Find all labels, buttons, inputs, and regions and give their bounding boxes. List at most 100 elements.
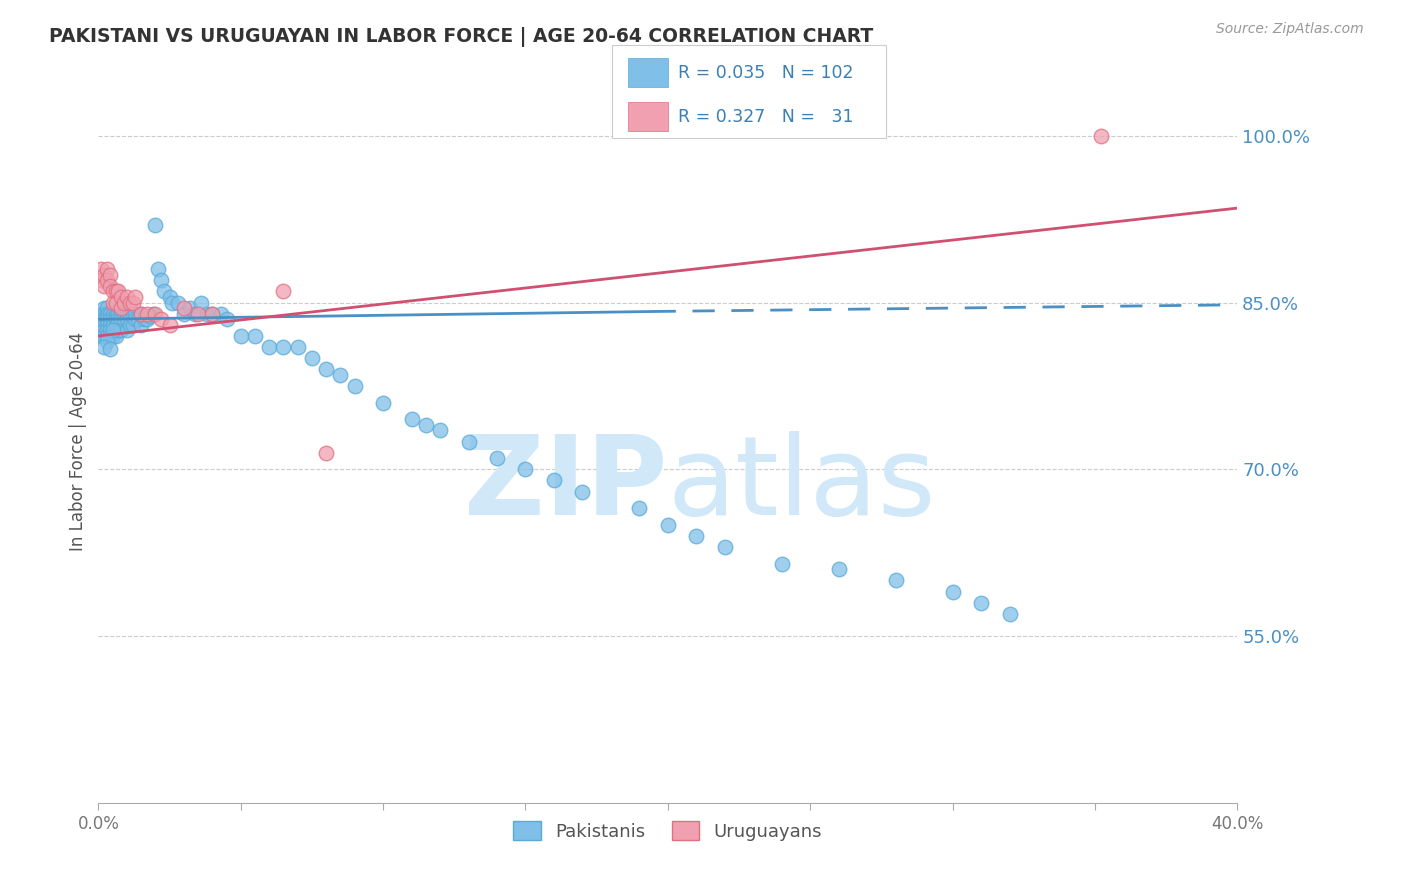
Point: [90, 329, 112, 343]
Point: [486, 451, 509, 466]
Point: [301, 351, 323, 366]
Point: [107, 307, 129, 321]
Text: Source: ZipAtlas.com: Source: ZipAtlas.com: [1216, 22, 1364, 37]
Point: [770, 557, 793, 571]
Point: [101, 295, 124, 310]
Point: [98, 312, 121, 326]
Point: [124, 312, 146, 326]
Y-axis label: In Labor Force | Age 20-64: In Labor Force | Age 20-64: [69, 332, 87, 551]
Point: [571, 484, 593, 499]
Point: [201, 307, 224, 321]
Point: [515, 462, 537, 476]
Point: [93, 318, 115, 332]
Point: [135, 307, 157, 321]
Point: [970, 596, 993, 610]
Point: [112, 307, 135, 321]
Point: [93, 340, 115, 354]
Point: [273, 340, 295, 354]
Point: [243, 329, 266, 343]
Point: [118, 295, 141, 310]
Point: [98, 323, 121, 337]
Point: [112, 295, 135, 310]
Point: [93, 301, 115, 315]
Point: [343, 379, 366, 393]
Point: [942, 584, 965, 599]
Point: [101, 329, 124, 343]
Point: [287, 340, 309, 354]
Point: [112, 312, 135, 326]
Point: [215, 312, 238, 326]
Point: [101, 307, 124, 321]
Point: [98, 329, 121, 343]
Point: [90, 273, 112, 287]
Point: [93, 312, 115, 326]
Point: [101, 323, 124, 337]
Point: [150, 312, 173, 326]
Point: [273, 285, 295, 299]
Point: [127, 312, 149, 326]
Point: [96, 329, 118, 343]
Point: [107, 312, 129, 326]
Point: [115, 323, 138, 337]
Point: [101, 312, 124, 326]
Point: [115, 307, 138, 321]
Point: [90, 312, 112, 326]
Legend: Pakistanis, Uruguayans: Pakistanis, Uruguayans: [506, 814, 830, 848]
Point: [90, 323, 112, 337]
Point: [96, 307, 118, 321]
Point: [101, 285, 124, 299]
Point: [104, 285, 127, 299]
Point: [118, 318, 141, 332]
Point: [141, 307, 163, 321]
Point: [429, 424, 451, 438]
Point: [104, 295, 127, 310]
Point: [415, 417, 437, 432]
Point: [96, 323, 118, 337]
Point: [110, 323, 132, 337]
Point: [110, 307, 132, 321]
Point: [98, 307, 121, 321]
Point: [121, 295, 143, 310]
Point: [828, 562, 851, 576]
Point: [98, 343, 121, 357]
Point: [184, 307, 207, 321]
Point: [110, 312, 132, 326]
Point: [101, 318, 124, 332]
Point: [90, 318, 112, 332]
Point: [167, 295, 190, 310]
Point: [96, 318, 118, 332]
Point: [96, 312, 118, 326]
Point: [104, 307, 127, 321]
Point: [93, 329, 115, 343]
Point: [457, 434, 479, 449]
Point: [98, 318, 121, 332]
Point: [209, 307, 232, 321]
Point: [104, 312, 127, 326]
Point: [132, 312, 155, 326]
Point: [145, 307, 167, 321]
Point: [93, 323, 115, 337]
Point: [884, 574, 907, 588]
Point: [118, 307, 141, 321]
Point: [201, 307, 224, 321]
Point: [315, 445, 337, 459]
Point: [685, 529, 707, 543]
Point: [173, 301, 195, 315]
Point: [159, 290, 181, 304]
Point: [129, 307, 152, 321]
Point: [124, 290, 146, 304]
Point: [110, 301, 132, 315]
Point: [145, 218, 167, 232]
Point: [259, 340, 281, 354]
Point: [93, 279, 115, 293]
Point: [121, 318, 143, 332]
Point: [159, 318, 181, 332]
Text: ZIP: ZIP: [464, 432, 668, 539]
Point: [543, 474, 565, 488]
Point: [195, 307, 218, 321]
Point: [1090, 128, 1112, 143]
Point: [179, 301, 201, 315]
Point: [187, 307, 209, 321]
Point: [173, 307, 195, 321]
Point: [93, 268, 115, 282]
